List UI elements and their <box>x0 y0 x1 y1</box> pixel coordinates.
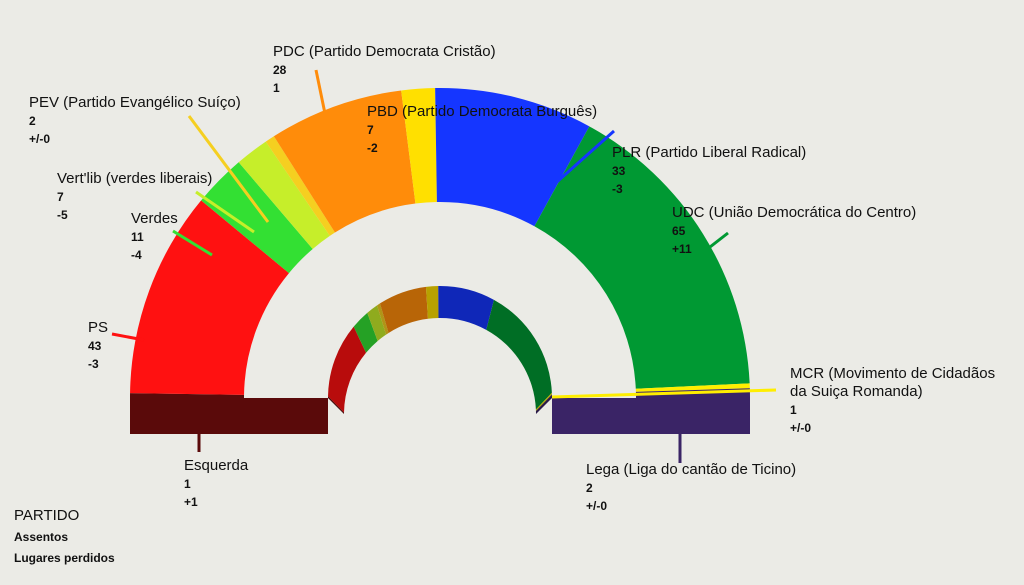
party-name-9-line2: da Suiça Romanda) <box>790 383 923 400</box>
legend-change-label: Lugares perdidos <box>14 551 115 565</box>
party-label-1: PS 43 -3 <box>88 319 108 371</box>
leader-line-9 <box>551 388 777 399</box>
party-name-5: PDC (Partido Democrata Cristão) <box>273 43 496 60</box>
party-name-3: Vert'lib (verdes liberais) <box>57 170 212 187</box>
party-name-7: PLR (Partido Liberal Radical) <box>612 144 806 161</box>
party-label-10: Lega (Liga do cantão de Ticino) 2 +/-0 <box>586 461 796 513</box>
party-change-4: +/-0 <box>29 132 50 146</box>
party-change-0: +1 <box>184 495 198 509</box>
seat-segment-5 <box>273 90 416 233</box>
inner-wall-2 <box>353 312 378 353</box>
leader-line-8 <box>682 231 729 270</box>
party-label-5: PDC (Partido Democrata Cristão) 28 1 <box>273 43 496 95</box>
party-change-9: +/-0 <box>790 421 811 435</box>
party-name-2: Verdes <box>131 210 178 227</box>
party-seats-0: 1 <box>184 477 191 491</box>
party-name-6: PBD (Partido Democrata Burguês) <box>367 103 597 120</box>
party-label-3: Vert'lib (verdes liberais) 7 -5 <box>57 170 212 222</box>
party-name-0: Esquerda <box>184 457 249 474</box>
inner-wall-4 <box>377 303 389 335</box>
seat-segment-2 <box>201 162 313 274</box>
party-seats-1: 43 <box>88 339 102 353</box>
chart-base-blocks <box>130 398 750 434</box>
party-seats-10: 2 <box>586 481 593 495</box>
inner-wall-9 <box>535 392 552 411</box>
seat-segment-6 <box>401 88 437 204</box>
party-seats-7: 33 <box>612 164 626 178</box>
party-change-8: +11 <box>672 242 692 256</box>
party-name-4: PEV (Partido Evangélico Suíço) <box>29 94 241 111</box>
inner-wall-6 <box>425 286 439 319</box>
party-change-1: -3 <box>88 357 99 371</box>
seat-segment-1 <box>130 200 289 395</box>
leader-line-1 <box>111 332 145 342</box>
party-seats-6: 7 <box>367 123 374 137</box>
leader-line-7 <box>539 129 615 199</box>
inner-wall-8 <box>486 299 552 410</box>
leader-line-2 <box>172 229 213 257</box>
party-label-2: Verdes 11 -4 <box>131 210 178 262</box>
seat-segment-0 <box>130 393 245 398</box>
seat-segment-9 <box>635 383 750 392</box>
party-seats-8: 65 <box>672 224 686 238</box>
chart-leader-lines <box>111 69 777 463</box>
seat-segment-8 <box>534 126 750 389</box>
party-change-6: -2 <box>367 141 378 155</box>
inner-wall-7 <box>438 286 494 330</box>
party-label-8: UDC (União Democrática do Centro) 65 +11 <box>672 204 916 256</box>
party-change-10: +/-0 <box>586 499 607 513</box>
party-seats-3: 7 <box>57 190 64 204</box>
leader-line-6 <box>413 161 418 189</box>
inner-wall-0 <box>328 396 345 414</box>
leader-line-4 <box>187 115 270 223</box>
party-seats-9: 1 <box>790 403 797 417</box>
party-label-0: Esquerda 1 +1 <box>184 457 249 509</box>
party-name-1: PS <box>88 319 108 336</box>
chart-inner-walls <box>328 286 552 414</box>
inner-wall-1 <box>328 326 367 413</box>
legend-title: PARTIDO <box>14 507 80 524</box>
party-seats-5: 28 <box>273 63 287 77</box>
inner-wall-3 <box>367 305 387 342</box>
party-name-8: UDC (União Democrática do Centro) <box>672 204 916 221</box>
party-name-10: Lega (Liga do cantão de Ticino) <box>586 461 796 478</box>
seat-segment-4 <box>265 136 335 236</box>
legend-seats-label: Assentos <box>14 530 69 544</box>
party-change-7: -3 <box>612 182 623 196</box>
party-change-2: -4 <box>131 248 142 262</box>
party-label-7: PLR (Partido Liberal Radical) 33 -3 <box>612 144 806 196</box>
party-change-5: 1 <box>273 81 280 95</box>
party-seats-2: 11 <box>131 230 144 244</box>
party-change-3: -5 <box>57 208 68 222</box>
base-block-right <box>552 398 750 434</box>
leader-line-3 <box>195 190 255 234</box>
seat-segment-3 <box>238 141 330 249</box>
party-label-4: PEV (Partido Evangélico Suíço) 2 +/-0 <box>29 94 241 146</box>
leader-line-5 <box>314 69 344 197</box>
inner-wall-10 <box>535 394 552 414</box>
party-seats-4: 2 <box>29 114 36 128</box>
inner-wall-5 <box>379 286 428 333</box>
base-block-left <box>130 398 328 434</box>
legend: PARTIDO Assentos Lugares perdidos <box>14 507 115 572</box>
party-name-9: MCR (Movimento de Cidadãos <box>790 365 995 382</box>
seat-segment-7 <box>435 88 590 227</box>
chart-seat-segments <box>130 88 750 398</box>
party-label-6: PBD (Partido Democrata Burguês) 7 -2 <box>367 103 597 155</box>
